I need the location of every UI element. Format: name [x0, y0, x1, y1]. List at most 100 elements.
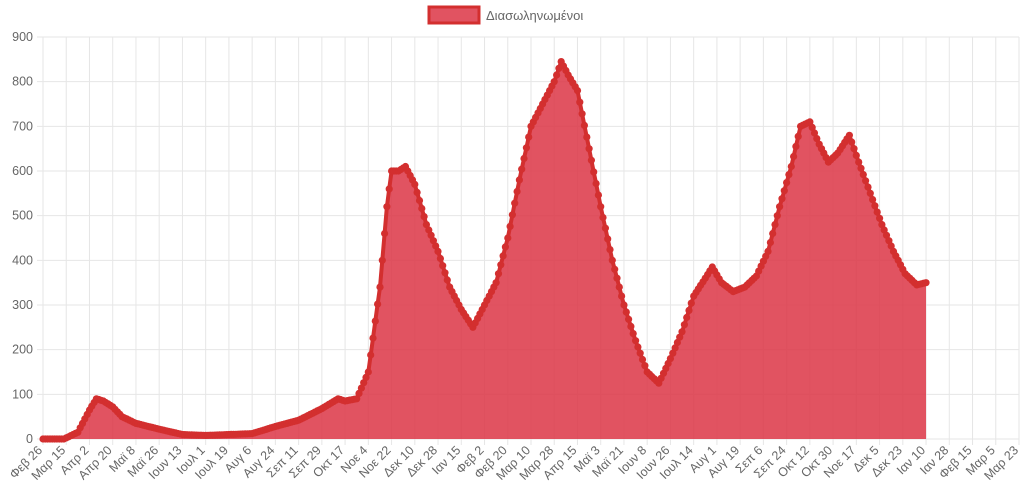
data-point[interactable]: [687, 299, 695, 307]
data-point[interactable]: [632, 337, 640, 345]
data-point[interactable]: [374, 300, 382, 308]
data-point[interactable]: [787, 162, 795, 171]
data-point[interactable]: [771, 221, 779, 229]
data-point[interactable]: [855, 158, 863, 166]
data-point[interactable]: [769, 229, 777, 238]
data-point[interactable]: [520, 154, 528, 163]
data-point[interactable]: [504, 234, 512, 242]
data-point[interactable]: [878, 221, 886, 229]
data-point[interactable]: [590, 168, 598, 176]
data-point[interactable]: [422, 221, 430, 229]
data-point[interactable]: [592, 179, 600, 188]
data-point[interactable]: [873, 208, 881, 216]
data-point[interactable]: [869, 196, 877, 204]
data-point[interactable]: [792, 142, 800, 150]
data-point[interactable]: [678, 328, 686, 336]
data-point[interactable]: [439, 262, 447, 270]
data-point[interactable]: [790, 152, 798, 161]
data-point[interactable]: [850, 145, 858, 153]
data-point[interactable]: [613, 274, 621, 282]
data-point[interactable]: [443, 276, 451, 284]
data-point[interactable]: [857, 164, 865, 172]
data-point[interactable]: [785, 171, 793, 179]
data-point[interactable]: [606, 246, 614, 254]
data-point[interactable]: [862, 177, 870, 185]
data-point[interactable]: [580, 121, 589, 129]
data-point[interactable]: [511, 199, 519, 207]
data-point[interactable]: [499, 252, 507, 260]
data-point[interactable]: [611, 265, 619, 273]
data-point[interactable]: [780, 187, 788, 195]
data-point[interactable]: [378, 256, 386, 264]
data-point[interactable]: [518, 165, 526, 173]
data-point[interactable]: [810, 129, 819, 137]
data-point[interactable]: [367, 351, 375, 359]
data-point[interactable]: [578, 110, 586, 118]
data-point[interactable]: [364, 368, 372, 376]
data-point[interactable]: [506, 222, 514, 230]
data-point[interactable]: [362, 373, 370, 381]
data-point[interactable]: [773, 212, 781, 220]
data-point[interactable]: [848, 138, 856, 146]
data-point[interactable]: [494, 270, 503, 278]
data-point[interactable]: [573, 87, 582, 95]
data-point[interactable]: [683, 313, 691, 322]
data-point[interactable]: [385, 185, 393, 193]
data-point[interactable]: [601, 224, 610, 232]
data-point[interactable]: [436, 254, 444, 263]
data-point[interactable]: [859, 171, 867, 179]
data-point[interactable]: [353, 395, 361, 403]
data-point[interactable]: [376, 283, 384, 291]
data-point[interactable]: [778, 195, 786, 203]
data-point[interactable]: [432, 242, 440, 250]
data-point[interactable]: [806, 118, 814, 126]
data-point[interactable]: [553, 71, 561, 79]
data-point[interactable]: [492, 279, 500, 287]
data-point[interactable]: [871, 202, 879, 210]
data-point[interactable]: [420, 213, 428, 221]
data-point[interactable]: [866, 189, 874, 197]
data-point[interactable]: [845, 131, 854, 139]
data-point[interactable]: [501, 243, 509, 251]
data-point[interactable]: [685, 306, 693, 314]
data-point[interactable]: [585, 145, 593, 153]
data-point[interactable]: [513, 187, 521, 196]
data-point[interactable]: [776, 203, 784, 211]
data-point[interactable]: [583, 133, 591, 141]
data-point[interactable]: [587, 156, 596, 164]
data-point[interactable]: [411, 180, 419, 188]
data-point[interactable]: [594, 191, 603, 199]
data-point[interactable]: [922, 279, 930, 287]
data-point[interactable]: [636, 349, 644, 357]
data-point[interactable]: [608, 256, 616, 264]
data-point[interactable]: [371, 317, 379, 325]
data-point[interactable]: [525, 133, 533, 141]
data-point[interactable]: [876, 214, 884, 222]
data-point[interactable]: [622, 308, 630, 316]
data-point[interactable]: [629, 330, 637, 338]
data-point[interactable]: [497, 261, 505, 269]
data-point[interactable]: [604, 235, 612, 243]
data-point[interactable]: [766, 238, 775, 247]
data-point[interactable]: [638, 355, 647, 364]
data-point[interactable]: [515, 176, 524, 184]
data-point[interactable]: [618, 292, 626, 300]
data-point[interactable]: [813, 135, 821, 143]
data-point[interactable]: [357, 384, 365, 392]
data-point[interactable]: [627, 322, 635, 330]
legend[interactable]: Διασωληνωμένοι: [427, 5, 583, 25]
data-point[interactable]: [415, 196, 424, 205]
data-point[interactable]: [620, 301, 628, 309]
data-point[interactable]: [381, 229, 389, 238]
data-point[interactable]: [522, 144, 531, 152]
data-point[interactable]: [764, 247, 772, 255]
data-point[interactable]: [671, 344, 679, 352]
data-point[interactable]: [783, 179, 791, 187]
data-point[interactable]: [676, 333, 684, 341]
data-point[interactable]: [625, 315, 633, 323]
data-point[interactable]: [369, 334, 377, 342]
data-point[interactable]: [615, 283, 623, 291]
data-point[interactable]: [680, 321, 689, 329]
data-point[interactable]: [864, 183, 872, 191]
data-point[interactable]: [418, 204, 426, 213]
